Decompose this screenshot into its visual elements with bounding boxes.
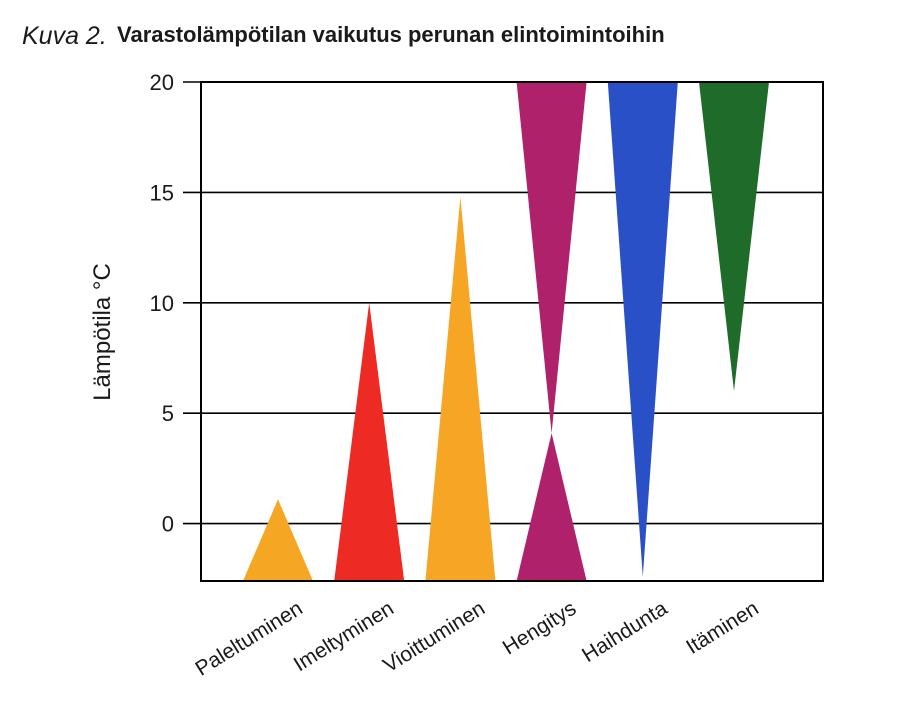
y-tick-label-5: 5: [162, 401, 174, 426]
chart-title: Varastolämpötilan vaikutus perunan elint…: [117, 22, 665, 47]
y-axis-label: Lämpötila °C: [89, 263, 116, 401]
x-tick-label-hengitys: Hengitys: [499, 597, 580, 660]
triangle-vioittuminen: [425, 196, 496, 582]
triangle-haihdunta: [607, 82, 678, 577]
triangle-imeltyminen: [334, 302, 405, 581]
y-axis-ticks: 0 5 10 15 20: [150, 70, 174, 537]
y-tick-label-0: 0: [162, 512, 174, 537]
y-tick-label-10: 10: [150, 291, 174, 316]
y-tick-label-15: 15: [150, 180, 174, 205]
triangle-paleltuminen: [243, 499, 313, 581]
triangle-itäminen: [699, 82, 769, 392]
chart-title-prefix: Kuva 2.: [22, 22, 107, 50]
x-tick-label-itäminen: Itäminen: [682, 597, 762, 659]
triangle-hengitys-1: [516, 82, 587, 434]
y-tick-label-20: 20: [150, 70, 174, 95]
plot-frame: [200, 81, 824, 582]
x-tick-label-imeltyminen: Imeltyminen: [290, 597, 398, 676]
triangle-hengitys-2: [516, 433, 587, 581]
data-marks: [243, 82, 769, 582]
x-tick-label-paleltuminen: Paleltuminen: [192, 597, 307, 681]
x-tick-label-vioittuminen: Vioittuminen: [379, 597, 489, 678]
x-tick-label-haihdunta: Haihdunta: [578, 597, 672, 667]
